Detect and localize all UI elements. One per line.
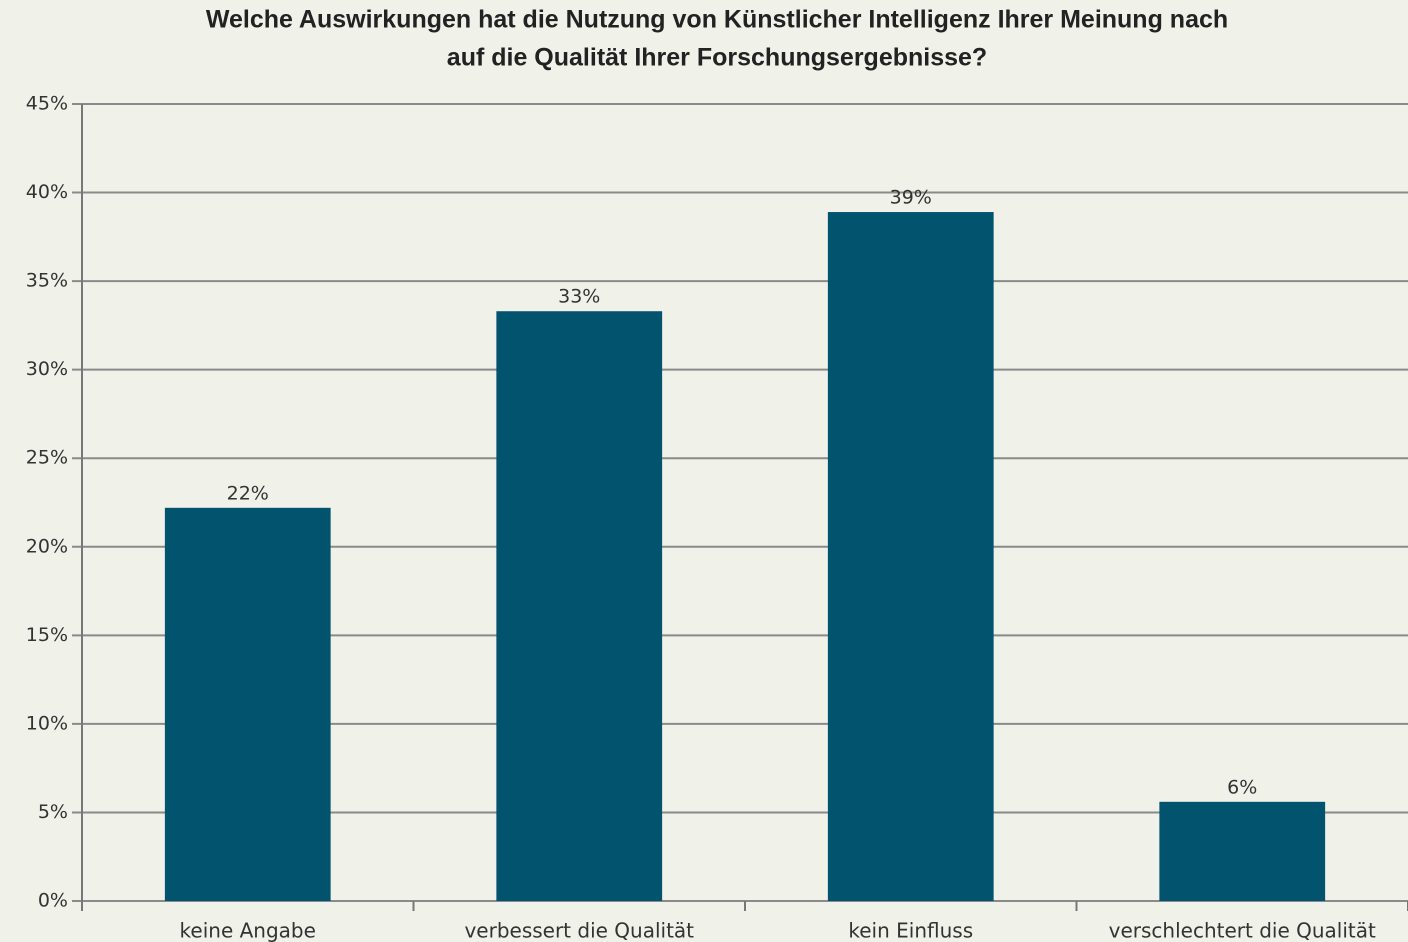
y-tick-label: 40% bbox=[26, 181, 68, 203]
value-label: 6% bbox=[1227, 776, 1257, 798]
x-tick-label: keine Angabe bbox=[180, 919, 316, 942]
chart-title: Welche Auswirkungen hat die Nutzung von … bbox=[206, 6, 1228, 34]
y-tick-label: 10% bbox=[26, 712, 68, 734]
y-tick-label: 20% bbox=[26, 535, 68, 557]
x-tick-label: verbessert die Qualität bbox=[464, 919, 694, 942]
bar bbox=[827, 212, 994, 901]
y-tick-label: 25% bbox=[26, 447, 68, 469]
y-tick-label: 45% bbox=[26, 93, 68, 115]
y-tick-label: 5% bbox=[38, 801, 68, 823]
value-label: 39% bbox=[890, 187, 932, 209]
y-tick-label: 30% bbox=[26, 358, 68, 380]
y-tick-label: 15% bbox=[26, 624, 68, 646]
value-label: 22% bbox=[227, 482, 269, 504]
y-tick-label: 35% bbox=[26, 270, 68, 292]
value-label: 33% bbox=[558, 286, 600, 308]
bar bbox=[1159, 801, 1326, 901]
x-tick-label: verschlechtert die Qualität bbox=[1109, 919, 1376, 942]
bar bbox=[496, 311, 663, 902]
chart-title: auf die Qualität Ihrer Forschungsergebni… bbox=[447, 44, 987, 72]
x-tick-label: kein Einfluss bbox=[848, 919, 973, 942]
y-tick-label: 0% bbox=[38, 890, 68, 912]
bar bbox=[164, 507, 331, 901]
